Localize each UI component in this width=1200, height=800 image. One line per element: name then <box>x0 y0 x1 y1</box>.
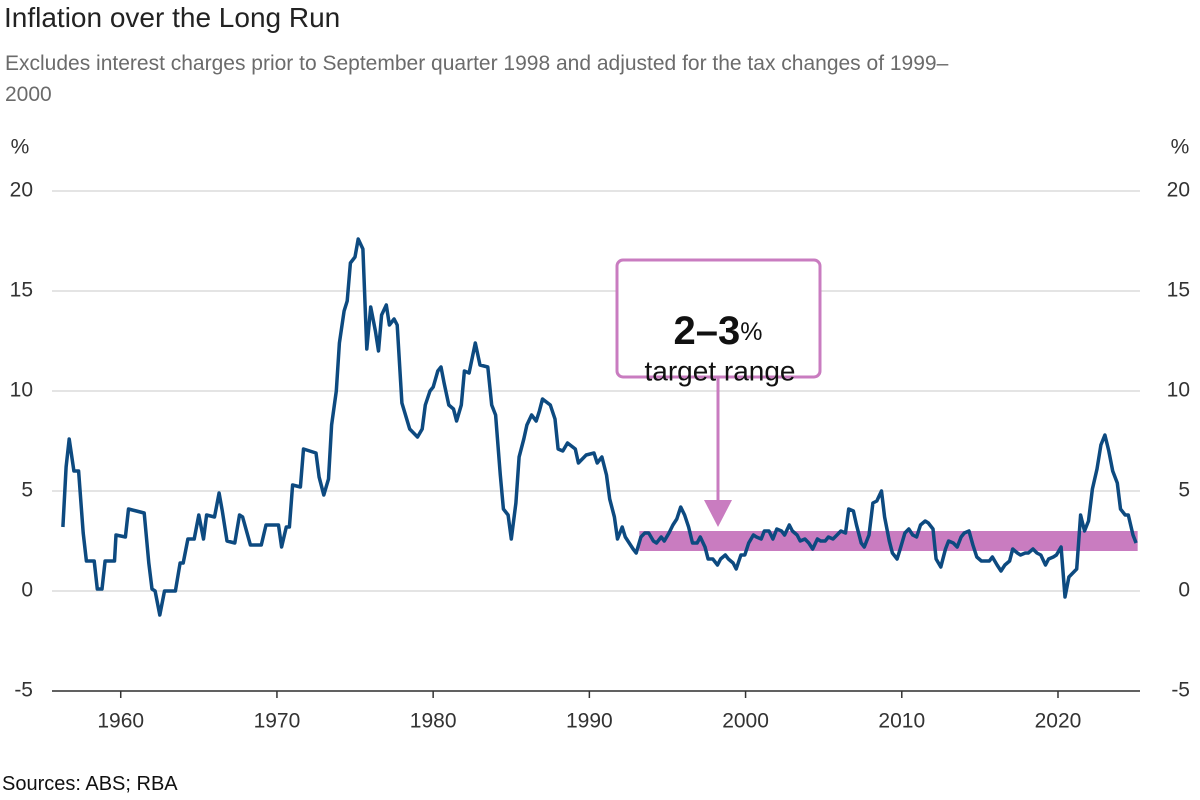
x-tick-label: 2020 <box>1035 710 1082 733</box>
y-unit-right: % <box>1171 136 1190 159</box>
y-tick-label-right: 5 <box>1178 479 1190 502</box>
y-tick-label-right: 0 <box>1178 579 1190 602</box>
annotation-unit: % <box>740 318 762 346</box>
y-unit-left: % <box>11 136 30 159</box>
y-tick-label: 0 <box>21 579 33 602</box>
chart-subtitle: Excludes interest charges prior to Septe… <box>5 52 949 106</box>
y-tick-label-right: 20 <box>1167 179 1190 202</box>
y-tick-label: 15 <box>10 279 33 302</box>
y-tick-label: -5 <box>14 679 33 702</box>
chart-title: Inflation over the Long Run <box>4 2 341 33</box>
x-tick-label: 1990 <box>566 710 613 733</box>
y-tick-label-right: 10 <box>1167 379 1190 402</box>
y-tick-label: 20 <box>10 179 33 202</box>
x-tick-label: 1970 <box>254 710 301 733</box>
x-tick-label: 2000 <box>722 710 769 733</box>
x-tick-label: 1960 <box>97 710 144 733</box>
y-tick-label: 10 <box>10 379 33 402</box>
annotation-arrowhead <box>704 500 732 527</box>
x-tick-label: 2010 <box>878 710 925 733</box>
source-note: Sources: ABS; RBA <box>2 773 178 795</box>
annotation-value: 2–3% <box>674 309 763 353</box>
y-tick-label-right: -5 <box>1171 679 1190 702</box>
annotation-text: target range <box>645 355 796 386</box>
annotation-number: 2–3 <box>674 309 741 353</box>
series-line <box>61 237 1138 617</box>
y-tick-label: 5 <box>21 479 33 502</box>
x-tick-label: 1980 <box>410 710 457 733</box>
y-tick-label-right: 15 <box>1167 279 1190 302</box>
